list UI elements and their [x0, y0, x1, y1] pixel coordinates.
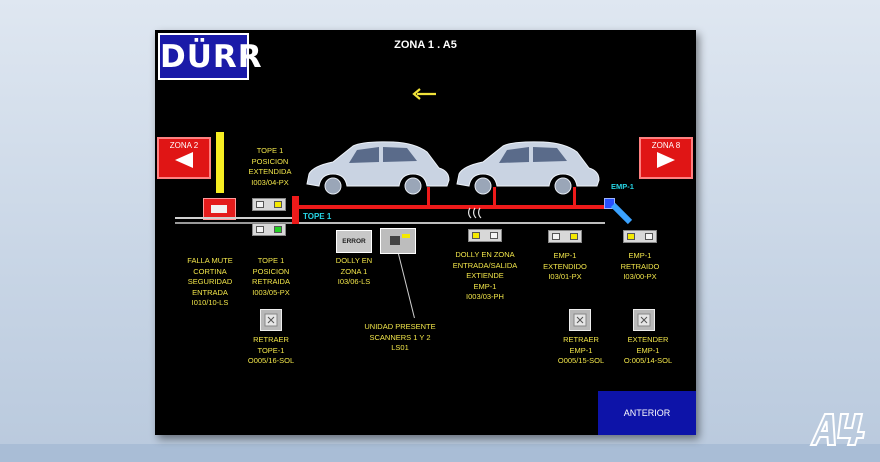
- emp-retraido-text: EMP-1 RETRAIDO I03/00-PX: [608, 251, 672, 283]
- line-3: EXTIENDE: [466, 271, 504, 280]
- zona-2-label: ZONA 2: [169, 141, 199, 150]
- scanner-device: [380, 228, 416, 254]
- line-3: RETRAIDA: [252, 277, 290, 286]
- falla-mute-text: FALLA MUTE CORTINA SEGURIDAD ENTRADA I01…: [180, 256, 240, 309]
- unidad-presente-text: UNIDAD PRESENTE SCANNERS 1 Y 2 LS01: [355, 322, 445, 354]
- zona-8-button[interactable]: ZONA 8: [639, 137, 693, 179]
- tope-retraida-text: TOPE 1 POSICION RETRAIDA I003/05-PX: [239, 256, 303, 298]
- logo-text: DÜRR: [160, 39, 263, 75]
- tope-extendida-indicator: [252, 198, 286, 211]
- line-1: RETRAER: [253, 335, 289, 344]
- line-2: POSICION: [252, 266, 290, 276]
- retraer-tope-text: RETRAER TOPE-1 O005/16-SOL: [235, 335, 307, 367]
- line-2: TOPE-1: [257, 345, 285, 355]
- line-5: I003/03-PH: [466, 292, 504, 301]
- line-4: EMP-1: [473, 281, 497, 291]
- line-2: POSICION: [251, 156, 289, 166]
- tope-1-label: TOPE 1: [303, 212, 332, 221]
- support-post: [493, 187, 496, 207]
- hmi-screen: DÜRR ZONA 1 . A5 ZONA 2 ZONA 8 TOPE 1: [155, 30, 696, 435]
- line-2: ZONA 1: [340, 266, 368, 276]
- screen-title: ZONA 1 . A5: [394, 39, 457, 51]
- zona-8-label: ZONA 8: [651, 141, 681, 150]
- line-1: FALLA MUTE: [187, 256, 233, 265]
- line-3: O005/15-SOL: [557, 356, 605, 365]
- line-4: ENTRADA: [192, 287, 228, 297]
- line-1: TOPE 1: [256, 146, 284, 155]
- line-3: I03/00-PX: [623, 272, 657, 281]
- rail-lower: [175, 222, 297, 224]
- line-2: EMP-1: [636, 345, 660, 355]
- emp-1-label: EMP-1: [611, 182, 634, 191]
- retraer-tope-button[interactable]: [260, 309, 282, 331]
- emp-extendido-indicator: [548, 230, 582, 243]
- emp-1-arm: [610, 202, 633, 225]
- extender-emp-text: EXTENDER EMP-1 O:005/14-SOL: [608, 335, 688, 367]
- line-3: SEGURIDAD: [187, 277, 233, 286]
- line-3: LS01: [391, 343, 409, 352]
- tope-retraida-indicator: [252, 223, 286, 236]
- command-icon: [637, 313, 651, 327]
- retraer-emp-text: RETRAER EMP-1 O005/15-SOL: [545, 335, 617, 367]
- car-1-image: [306, 141, 450, 195]
- zona-2-button[interactable]: ZONA 2: [157, 137, 211, 179]
- line-2: RETRAIDO: [620, 261, 660, 271]
- emp-extendido-text: EMP-1 EXTENDIDO I03/01-PX: [533, 251, 597, 283]
- command-icon: [573, 313, 587, 327]
- dolly-entrada-indicator: [468, 229, 502, 242]
- emp-retraido-indicator: [623, 230, 657, 243]
- line-3: O:005/14-SOL: [623, 356, 673, 365]
- arrow-left-icon: [175, 152, 193, 168]
- extender-emp-button[interactable]: [633, 309, 655, 331]
- line-1: RETRAER: [563, 335, 599, 344]
- light-curtain-device: [203, 198, 236, 220]
- line-5: I010/10-LS: [191, 298, 229, 307]
- car-2-image: [456, 141, 600, 195]
- error-indicator: ERROR: [336, 230, 372, 253]
- durr-logo: DÜRR: [158, 33, 263, 80]
- dolly-zona-text: DOLLY EN ZONA 1 I03/06-LS: [323, 256, 385, 288]
- support-post: [427, 187, 430, 207]
- anterior-button[interactable]: ANTERIOR: [598, 391, 696, 435]
- dolly-sensor-icon: [468, 207, 482, 219]
- arrow-right-icon: [657, 152, 675, 168]
- line-1: EXTENDER: [627, 335, 669, 344]
- line-2: EXTENDIDO: [543, 261, 587, 271]
- line-3: EXTENDIDA: [248, 167, 292, 176]
- line-4: I003/05-PX: [252, 287, 290, 297]
- line-2: ENTRADA/SALIDA: [452, 260, 518, 270]
- line-1: UNIDAD PRESENTE: [364, 322, 436, 331]
- line-3: O005/16-SOL: [247, 356, 295, 365]
- tope-1-stopper: [292, 196, 299, 224]
- line-1: TOPE 1: [257, 256, 285, 265]
- scanner-pointer-line: [398, 253, 415, 319]
- line-3: I03/06-LS: [337, 277, 371, 286]
- dolly-entrada-text: DOLLY EN ZONA ENTRADA/SALIDA EXTIENDE EM…: [441, 250, 529, 303]
- background-band: [0, 444, 880, 462]
- line-1: DOLLY EN ZONA: [455, 250, 515, 259]
- a4-watermark-logo: [809, 413, 866, 446]
- line-1: EMP-1: [553, 251, 577, 260]
- light-curtain-post: [216, 132, 224, 193]
- rail-upper: [175, 217, 297, 219]
- conveyor-line: [296, 205, 606, 209]
- conveyor-rail: [295, 222, 605, 224]
- line-2: EMP-1: [569, 345, 593, 355]
- command-icon: [264, 313, 278, 327]
- line-1: DOLLY EN: [335, 256, 373, 265]
- tope-extendida-text: TOPE 1 POSICION EXTENDIDA I003/04-PX: [235, 146, 305, 188]
- retraer-emp-button[interactable]: [569, 309, 591, 331]
- line-1: EMP-1: [628, 251, 652, 260]
- line-2: CORTINA: [193, 266, 227, 276]
- direction-arrow-icon: [412, 88, 436, 100]
- line-3: I03/01-PX: [548, 272, 582, 281]
- support-post: [573, 187, 576, 207]
- line-2: SCANNERS 1 Y 2: [369, 332, 431, 342]
- line-4: I003/04-PX: [251, 177, 289, 187]
